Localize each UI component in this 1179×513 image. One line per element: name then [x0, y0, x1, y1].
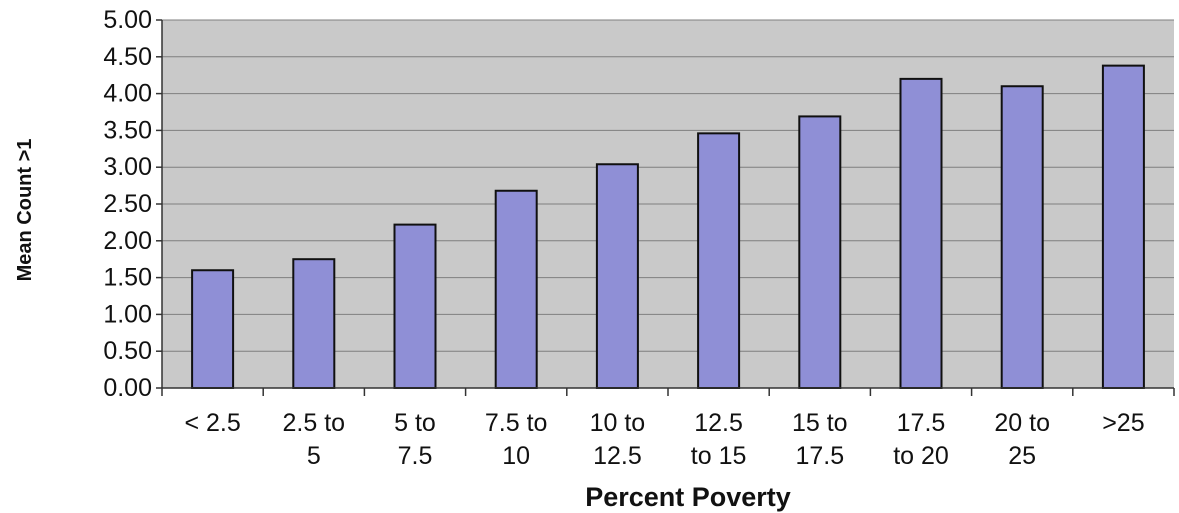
y-tick-label: 1.00	[103, 300, 152, 328]
x-tick-labels: < 2.5 2.5 to 5 5 to 7.5 7.5 to 10 10 to 12.5 12.5…	[184, 409, 1144, 470]
axes	[156, 19, 1175, 396]
y-tick-label: 3.50	[103, 116, 152, 144]
bar	[1101, 64, 1145, 390]
x-tick-label: 5 to 7.5	[394, 409, 436, 470]
bar	[393, 223, 437, 389]
y-tick-label: 0.50	[103, 337, 152, 365]
y-tick-label: 3.00	[103, 153, 152, 181]
bar	[191, 269, 235, 389]
y-tick-label: 2.00	[103, 227, 152, 255]
x-tick-label: 10 to 12.5	[590, 409, 646, 470]
y-tick-label: 1.50	[103, 264, 152, 292]
x-tick-label: 7.5 to 10	[485, 409, 548, 470]
y-axis-title: Mean Count >1	[14, 139, 36, 282]
y-tick-label: 4.00	[103, 80, 152, 108]
bar	[595, 163, 639, 389]
bar	[292, 258, 336, 390]
y-tick-label: 2.50	[103, 190, 152, 218]
x-tick-label: >25	[1102, 409, 1144, 437]
x-tick-label: 20 to 25	[994, 409, 1050, 470]
bar	[798, 115, 842, 390]
bar	[899, 77, 943, 389]
x-tick-label: 15 to 17.5	[792, 409, 848, 470]
x-tick-label: 17.5 to 20	[893, 409, 949, 470]
bar	[494, 189, 538, 389]
y-tick-labels: 0.00 0.50 1.00 1.50 2.00 2.50 3.00 3.50 4.00 4.50…	[103, 6, 152, 402]
x-tick-label: < 2.5	[184, 409, 240, 437]
x-axis-title: Percent Poverty	[585, 482, 791, 512]
y-tick-label: 0.00	[103, 374, 152, 402]
bar	[697, 132, 741, 389]
bars	[191, 64, 1145, 390]
y-tick-label: 5.00	[103, 6, 152, 34]
x-tick-label: 2.5 to 5	[283, 409, 346, 470]
x-tick-label: 12.5 to 15	[691, 409, 747, 470]
y-tick-label: 4.50	[103, 43, 152, 71]
bar	[1000, 85, 1044, 390]
